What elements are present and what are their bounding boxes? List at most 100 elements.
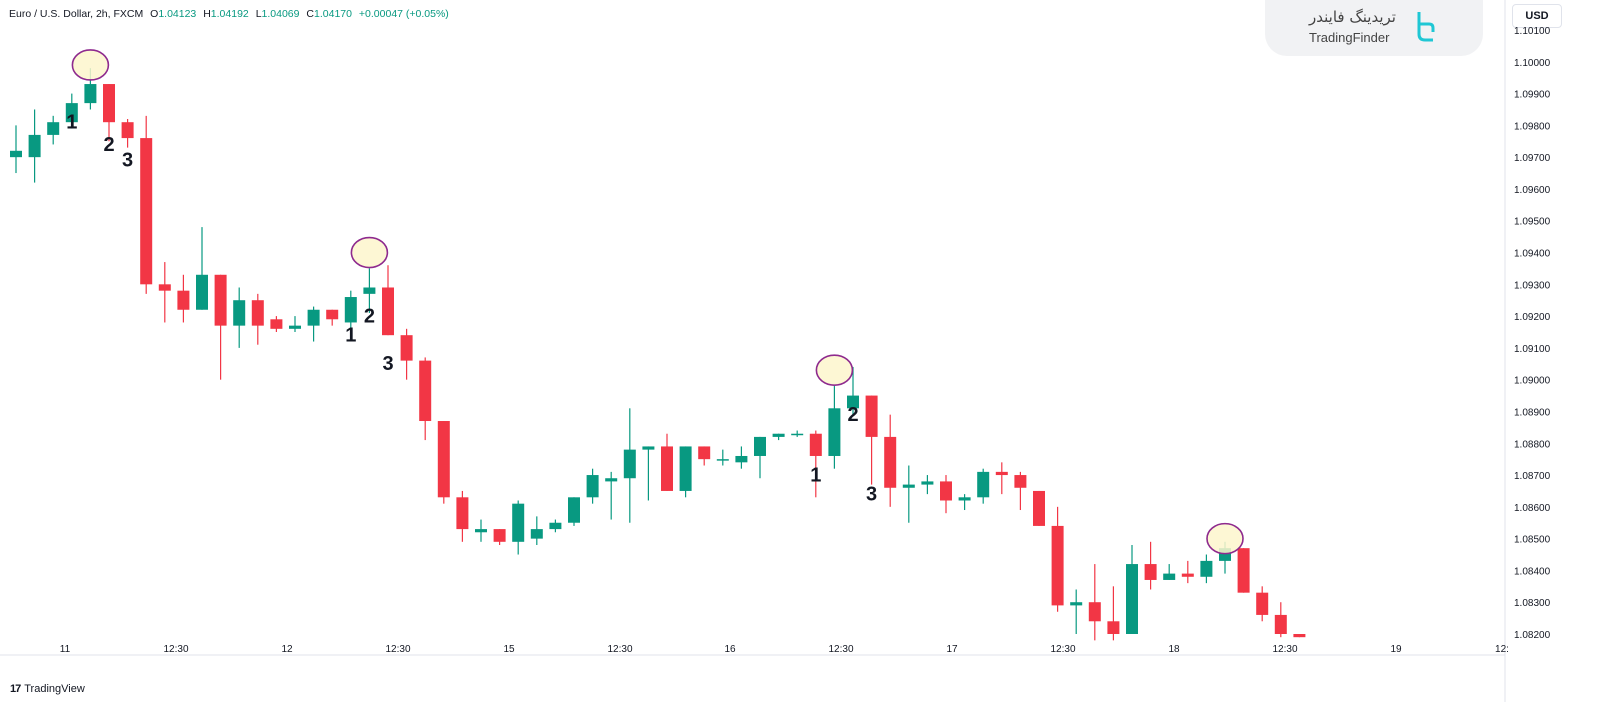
currency-button[interactable]: USD bbox=[1512, 4, 1562, 28]
candle-down bbox=[1088, 602, 1101, 622]
x-tick-label: 12:30 bbox=[163, 644, 188, 655]
candle-down bbox=[865, 395, 878, 437]
candle-down bbox=[884, 436, 897, 488]
candle-up bbox=[828, 408, 841, 456]
x-tick-label: 15 bbox=[503, 644, 515, 655]
candle-down bbox=[382, 287, 394, 336]
candle-down bbox=[326, 309, 339, 320]
y-tick-label: 1.09800 bbox=[1514, 121, 1551, 132]
candle-up bbox=[958, 497, 971, 501]
candle-up bbox=[791, 433, 804, 436]
y-tick-label: 1.09500 bbox=[1514, 217, 1551, 228]
x-tick-label: 12:30 bbox=[1272, 644, 1297, 655]
candle-up bbox=[233, 300, 246, 326]
candle-up bbox=[605, 478, 618, 482]
annotation-label: 1 bbox=[345, 325, 356, 347]
x-tick-label: 11 bbox=[60, 644, 71, 655]
candle-up bbox=[289, 325, 301, 329]
annotation-label: 3 bbox=[382, 353, 393, 375]
candle-up bbox=[1200, 560, 1213, 577]
x-tick-label: 12: bbox=[1495, 644, 1509, 655]
candle-down bbox=[1014, 475, 1027, 488]
y-tick-label: 1.09600 bbox=[1514, 185, 1551, 196]
candle-up bbox=[977, 471, 990, 498]
y-tick-label: 1.09100 bbox=[1514, 344, 1551, 355]
symbol-title: Euro / U.S. Dollar, 2h, FXCM bbox=[9, 8, 144, 20]
tradingview-label: TradingView bbox=[24, 683, 85, 695]
candle-up bbox=[1163, 573, 1176, 580]
x-tick-label: 18 bbox=[1168, 644, 1180, 655]
highlight-circle bbox=[71, 49, 110, 81]
open-label: O bbox=[150, 8, 159, 20]
candle-up bbox=[568, 497, 580, 523]
candle-down bbox=[1256, 592, 1269, 615]
candle-down bbox=[400, 335, 413, 361]
high-label: H bbox=[203, 8, 211, 20]
candle-down bbox=[1274, 614, 1287, 634]
annotation-label: 3 bbox=[866, 483, 877, 505]
candle-down bbox=[456, 497, 469, 530]
x-tick-label: 16 bbox=[724, 644, 736, 655]
candle-down bbox=[698, 446, 711, 460]
x-tick-label: 12:30 bbox=[1050, 644, 1075, 655]
y-tick-label: 1.08800 bbox=[1514, 439, 1551, 450]
y-tick-label: 1.08700 bbox=[1514, 471, 1551, 482]
candle-up bbox=[65, 103, 78, 123]
highlight-circle bbox=[1206, 522, 1244, 555]
candle-down bbox=[214, 274, 227, 326]
y-tick-label: 1.10100 bbox=[1514, 26, 1551, 37]
candle-up bbox=[921, 481, 934, 485]
candle-down bbox=[940, 481, 952, 501]
annotation-label: 1 bbox=[66, 112, 77, 134]
x-tick-label: 12:30 bbox=[385, 644, 410, 655]
candle-up bbox=[84, 84, 97, 104]
candle-up bbox=[10, 150, 22, 158]
candle-up bbox=[344, 297, 357, 323]
candle-down bbox=[661, 446, 673, 491]
annotation-label: 2 bbox=[103, 134, 114, 156]
y-tick-label: 1.09700 bbox=[1514, 153, 1551, 164]
open-value: 1.04123 bbox=[158, 8, 197, 20]
candle-up bbox=[642, 446, 655, 450]
x-tick-label: 12 bbox=[281, 644, 293, 655]
y-tick-label: 1.09000 bbox=[1514, 376, 1551, 387]
candle-down bbox=[251, 300, 264, 326]
change-value: +0.00047 (+0.05%) bbox=[358, 8, 449, 20]
candle-up bbox=[307, 309, 320, 326]
y-tick-label: 1.10000 bbox=[1514, 58, 1551, 69]
candle-up bbox=[716, 459, 729, 461]
y-tick-label: 1.08300 bbox=[1514, 598, 1551, 609]
candle-down bbox=[1237, 548, 1250, 593]
candle-down bbox=[270, 319, 283, 329]
high-value: 1.04192 bbox=[210, 8, 249, 20]
close-value: 1.04170 bbox=[314, 8, 352, 20]
candle-up bbox=[847, 395, 859, 409]
x-tick-label: 12:30 bbox=[607, 644, 632, 655]
y-tick-label: 1.08200 bbox=[1514, 630, 1551, 641]
annotation-label: 2 bbox=[847, 404, 858, 426]
candle-up bbox=[1070, 602, 1083, 606]
x-tick-label: 19 bbox=[1390, 644, 1402, 655]
candle-down bbox=[437, 421, 450, 498]
candle-down bbox=[1051, 525, 1064, 606]
y-tick-label: 1.08900 bbox=[1514, 407, 1551, 418]
tradingview-brand: 17 TradingView bbox=[10, 683, 85, 695]
candle-up bbox=[47, 122, 60, 135]
candle-up bbox=[772, 433, 785, 437]
brand-name-fa: تریدینگ فایندر bbox=[1309, 8, 1396, 26]
y-tick-label: 1.08600 bbox=[1514, 503, 1551, 514]
x-tick-label: 12:30 bbox=[828, 644, 853, 655]
candle-down bbox=[1107, 621, 1120, 634]
candle-up bbox=[1126, 564, 1138, 634]
candle-up bbox=[512, 503, 525, 542]
candle-down bbox=[1181, 573, 1194, 577]
y-tick-label: 1.08500 bbox=[1514, 535, 1551, 546]
candle-up bbox=[754, 436, 766, 456]
y-tick-label: 1.09900 bbox=[1514, 90, 1551, 101]
y-tick-label: 1.09300 bbox=[1514, 280, 1551, 291]
annotation-label: 3 bbox=[122, 150, 133, 172]
candle-down bbox=[121, 122, 134, 139]
candle-up bbox=[363, 287, 376, 294]
candle-down bbox=[493, 529, 506, 542]
